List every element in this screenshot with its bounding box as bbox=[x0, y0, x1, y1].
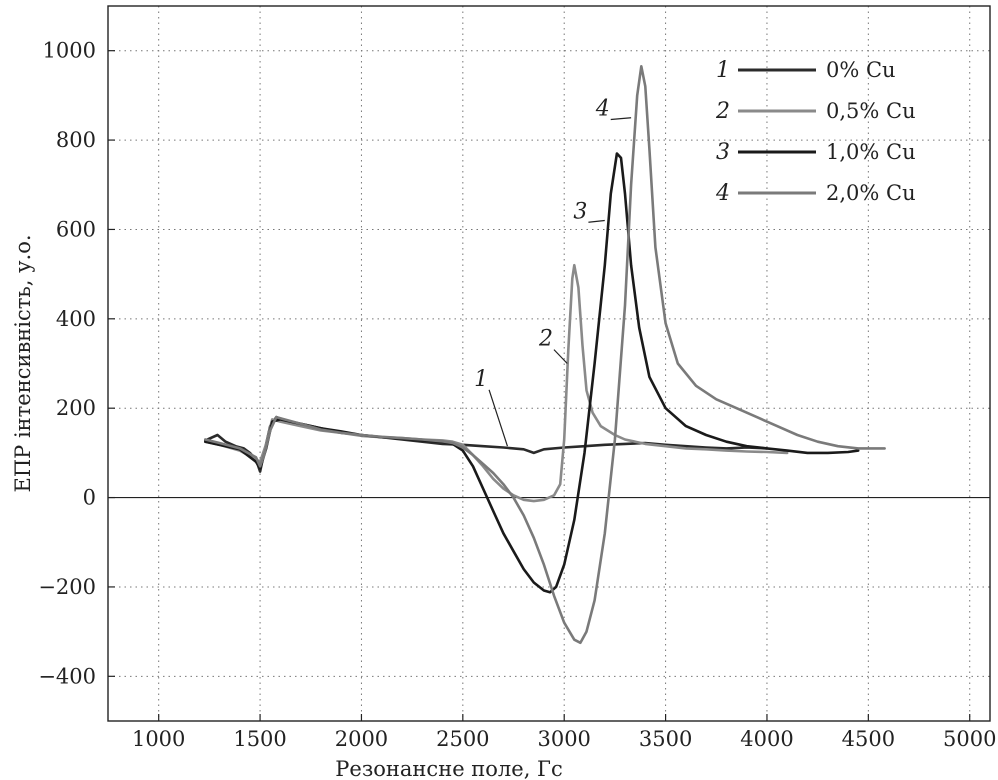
series-line-3 bbox=[204, 152, 860, 594]
x-axis-title: Резонансне поле, Гс bbox=[335, 757, 562, 780]
y-tick-label: 0 bbox=[83, 486, 96, 510]
series-line-4 bbox=[204, 65, 886, 645]
x-tick-label: 4000 bbox=[740, 727, 793, 751]
legend-number-1: 1 bbox=[716, 58, 730, 83]
y-tick-label: 400 bbox=[56, 307, 96, 331]
grid bbox=[108, 6, 990, 721]
curve-number-labels: 1 2 3 4 bbox=[474, 96, 632, 447]
legend-label-1: 0% Cu bbox=[826, 58, 896, 82]
x-tick-label: 1500 bbox=[233, 727, 286, 751]
curve-label-1: 1 bbox=[474, 367, 488, 392]
curve-leader-3 bbox=[588, 219, 605, 223]
x-tick-label: 5000 bbox=[943, 727, 996, 751]
x-tick-label: 2500 bbox=[436, 727, 489, 751]
curve-label-2: 2 bbox=[538, 327, 553, 352]
legend-label-4: 2,0% Cu bbox=[826, 181, 916, 205]
y-axis-title: ЕПР інтенсивність, у.о. bbox=[11, 234, 35, 492]
curve-label-4: 4 bbox=[595, 96, 610, 121]
legend-number-3: 3 bbox=[716, 140, 730, 165]
curve-leader-4 bbox=[610, 117, 632, 121]
curve-label-3: 3 bbox=[573, 199, 587, 224]
x-tick-label: 3500 bbox=[639, 727, 692, 751]
plot-frame bbox=[107, 5, 991, 722]
legend: 1 0% Cu 2 0,5% Cu 3 1,0% Cu 4 2,0% Cu bbox=[715, 58, 916, 206]
y-tick-label: 600 bbox=[56, 217, 96, 241]
y-tick-label: −400 bbox=[38, 664, 96, 688]
y-tick-label: 800 bbox=[56, 128, 96, 152]
x-tick-label: 1000 bbox=[132, 727, 185, 751]
legend-number-4: 4 bbox=[715, 181, 730, 206]
x-tick-label: 3000 bbox=[537, 727, 590, 751]
series-line-2 bbox=[204, 263, 789, 503]
series-lines bbox=[204, 65, 886, 645]
x-tick-label: 4500 bbox=[842, 727, 895, 751]
y-tick-label: 200 bbox=[56, 396, 96, 420]
series-line-1 bbox=[204, 415, 769, 473]
y-tick-label: −200 bbox=[38, 575, 96, 599]
x-tick-label: 2000 bbox=[335, 727, 388, 751]
legend-number-2: 2 bbox=[715, 99, 730, 124]
legend-label-2: 0,5% Cu bbox=[826, 99, 916, 123]
curve-leader-1 bbox=[488, 389, 509, 447]
y-tick-label: 1000 bbox=[43, 39, 96, 63]
curve-leader-2 bbox=[553, 349, 568, 364]
legend-label-3: 1,0% Cu bbox=[826, 140, 916, 164]
axes: 1000 1500 2000 2500 3000 3500 4000 4500 5000−400… bbox=[38, 5, 996, 751]
